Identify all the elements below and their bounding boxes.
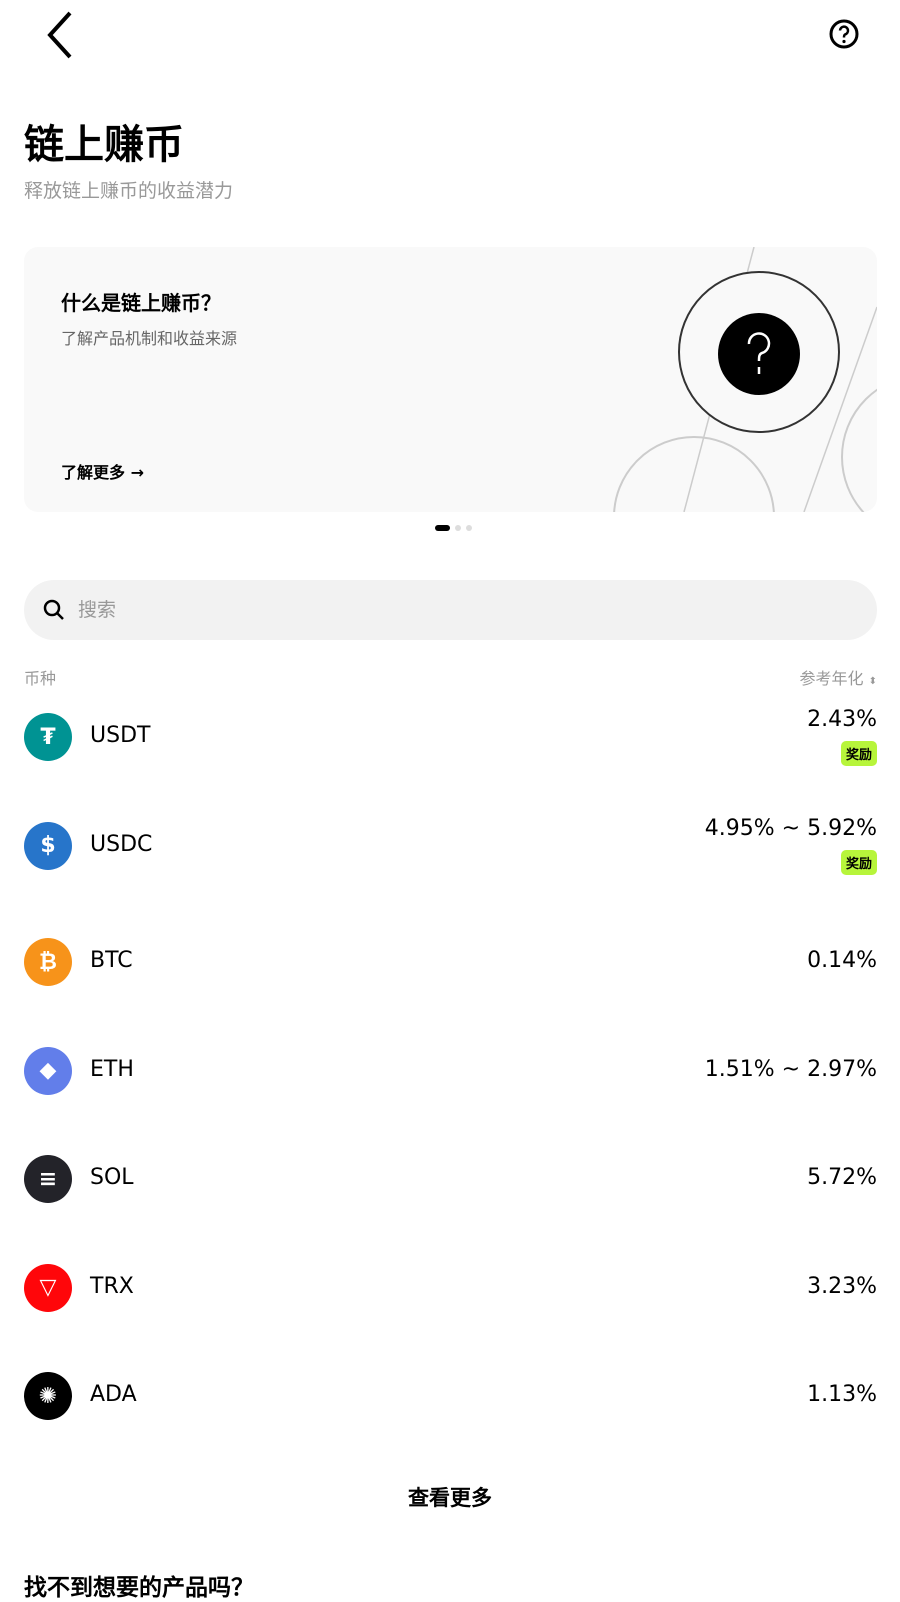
apy-value: 0.14% [807,948,877,973]
coin-row-usdc[interactable]: $ USDC 4.95% ~ 5.92% 奖励 [0,812,900,920]
coin-row-sol[interactable]: ≡ SOL 5.72% [0,1137,900,1245]
trx-icon: ▽ [24,1263,72,1312]
apy-value: 5.72% [807,1165,877,1190]
sort-apy-button[interactable]: 参考年化 ⬍ [800,665,878,689]
apy-value: 4.95% ~ 5.92% [704,815,877,841]
learn-more-link[interactable]: 了解更多 → [61,463,144,482]
carousel-dot[interactable] [435,525,450,531]
btc-icon: ₿ [24,938,72,986]
eth-icon: ◆ [24,1046,72,1095]
sort-icon: ⬍ [868,676,877,687]
coin-name: SOL [90,1165,134,1190]
column-header-apy: 参考年化 [799,669,864,688]
carousel-indicator[interactable] [435,525,472,531]
question-illustration [613,247,877,512]
coin-row-eth[interactable]: ◆ ETH 1.51% ~ 2.97% [0,1029,900,1137]
carousel-dot[interactable] [466,525,472,531]
coin-name: ADA [90,1382,137,1407]
coin-name: USDT [90,723,151,748]
view-more-button[interactable]: 查看更多 [408,1486,492,1510]
apy-value: 1.51% ~ 2.97% [704,1056,877,1082]
page-subtitle: 释放链上赚币的收益潜力 [24,180,234,202]
search-bar[interactable] [24,580,877,640]
info-banner[interactable]: 什么是链上赚币？ 了解产品机制和收益来源 了解更多 → [24,247,877,512]
carousel-dot[interactable] [455,525,461,531]
back-button[interactable] [40,10,80,60]
column-header-coin: 币种 [24,669,57,688]
coin-name: USDC [90,831,153,857]
apy-value: 3.23% [807,1273,877,1299]
search-input[interactable] [78,599,778,621]
usdt-icon: ₮ [24,713,72,761]
sol-icon: ≡ [24,1155,72,1203]
reward-badge: 奖励 [840,849,877,875]
coin-row-ada[interactable]: ✺ ADA 1.13% [0,1354,900,1462]
banner-description: 了解产品机制和收益来源 [61,329,238,348]
banner-title: 什么是链上赚币？ [61,291,221,315]
question-circle-icon [829,19,859,49]
usdc-icon: $ [24,821,72,870]
page-title: 链上赚币 [24,122,184,168]
apy-value: 1.13% [807,1382,877,1407]
coin-row-usdt[interactable]: ₮ USDT 2.43% 奖励 [0,703,900,811]
coin-row-btc[interactable]: ₿ BTC 0.14% [0,920,900,1028]
coin-name: TRX [90,1273,134,1299]
chevron-left-icon [47,11,72,59]
search-icon [43,599,64,620]
coin-row-trx[interactable]: ▽ TRX 3.23% [0,1246,900,1354]
section-heading: 找不到想要的产品吗？ [24,1575,254,1601]
ada-icon: ✺ [24,1372,72,1420]
coin-name: ETH [90,1056,134,1082]
apy-value: 2.43% [807,707,877,732]
help-button[interactable] [828,18,860,50]
reward-badge: 奖励 [840,741,877,766]
coin-name: BTC [90,948,133,973]
